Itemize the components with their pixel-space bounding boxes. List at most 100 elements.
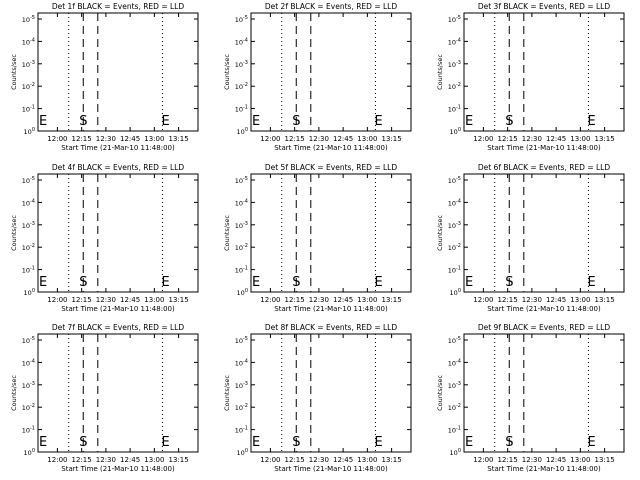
- x-tick-label: 12:45: [120, 296, 140, 304]
- y-tick-label: 10-4: [235, 358, 248, 367]
- marker-end-label: E: [587, 275, 595, 290]
- panel-title: Det 9f BLACK = Events, RED = LLD: [478, 323, 611, 332]
- x-tick-label: 12:00: [473, 296, 493, 304]
- chart-panel-det-5: Det 5f BLACK = Events, RED = LLD E S E 100 10…: [223, 163, 412, 313]
- y-tick-label: 10-1: [235, 426, 248, 435]
- marker-end-label: E: [161, 114, 169, 129]
- plot-frame: [250, 12, 412, 132]
- x-tick-label: 13:15: [382, 296, 402, 304]
- y-axis-label: Counts/sec: [10, 215, 18, 251]
- y-tick-label: 100: [237, 127, 248, 136]
- marker-start-label: S: [79, 114, 87, 129]
- y-tick-label: 10-2: [235, 403, 248, 412]
- x-tick-label: 12:45: [333, 135, 353, 143]
- panel-title: Det 1f BLACK = Events, RED = LLD: [52, 2, 185, 11]
- chart-panel-det-1: Det 1f BLACK = Events, RED = LLD E S E 100 10…: [10, 2, 199, 152]
- y-tick-label: 10-1: [22, 426, 35, 435]
- x-tick-label: 12:30: [96, 456, 116, 464]
- marker-end-label: E: [161, 435, 169, 450]
- y-tick-label: 10-3: [235, 381, 248, 390]
- x-tick-label: 13:15: [382, 135, 402, 143]
- x-tick-label: 12:30: [522, 135, 542, 143]
- marker-end-label: E: [374, 275, 382, 290]
- x-tick-label: 12:30: [96, 296, 116, 304]
- x-tick-label: 12:15: [285, 456, 305, 464]
- y-tick-label: 10-4: [448, 198, 461, 207]
- chart-panel-det-4: Det 4f BLACK = Events, RED = LLD E S E 100 10…: [10, 163, 199, 313]
- x-tick-label: 12:15: [498, 296, 518, 304]
- x-tick-label: 12:15: [498, 456, 518, 464]
- x-tick-label: 12:00: [47, 296, 67, 304]
- y-tick-label: 10-3: [22, 221, 35, 230]
- y-tick-label: 10-3: [235, 60, 248, 69]
- y-tick-label: 10-1: [235, 266, 248, 275]
- plot-frame: [37, 12, 199, 132]
- y-tick-label: 10-4: [448, 37, 461, 46]
- y-tick-label: 10-2: [22, 403, 35, 412]
- panel-title: Det 6f BLACK = Events, RED = LLD: [478, 163, 611, 172]
- x-tick-label: 13:00: [144, 135, 164, 143]
- y-tick-label: 100: [450, 127, 461, 136]
- x-tick-label: 12:15: [285, 135, 305, 143]
- y-tick-label: 10-5: [448, 336, 461, 345]
- marker-end-label: E: [465, 275, 473, 290]
- x-axis-label: Start Time (21-Mar-10 11:48:00): [487, 305, 601, 313]
- y-tick-label: 10-4: [22, 198, 35, 207]
- marker-end-label: E: [465, 114, 473, 129]
- x-tick-label: 12:00: [260, 456, 280, 464]
- x-tick-label: 13:15: [382, 456, 402, 464]
- panel-title: Det 7f BLACK = Events, RED = LLD: [52, 323, 185, 332]
- y-tick-label: 100: [237, 448, 248, 457]
- marker-start-label: S: [505, 275, 513, 290]
- marker-end-label: E: [161, 275, 169, 290]
- y-tick-label: 10-1: [22, 105, 35, 114]
- x-tick-label: 13:15: [169, 135, 189, 143]
- x-tick-label: 12:30: [309, 135, 329, 143]
- marker-end-label: E: [374, 435, 382, 450]
- x-axis-label: Start Time (21-Mar-10 11:48:00): [487, 465, 601, 473]
- marker-end-label: E: [39, 435, 47, 450]
- x-tick-label: 12:00: [47, 135, 67, 143]
- chart-panel-det-3: Det 3f BLACK = Events, RED = LLD E S E 100 10…: [436, 2, 625, 152]
- x-tick-label: 12:15: [72, 135, 92, 143]
- y-tick-label: 100: [24, 288, 35, 297]
- panel-title: Det 2f BLACK = Events, RED = LLD: [265, 2, 398, 11]
- marker-start-label: S: [292, 435, 300, 450]
- y-tick-label: 10-2: [448, 82, 461, 91]
- y-tick-label: 10-5: [448, 15, 461, 24]
- y-axis-label: Counts/sec: [223, 215, 231, 251]
- y-tick-label: 10-2: [235, 243, 248, 252]
- y-tick-label: 10-3: [22, 60, 35, 69]
- panel-title: Det 8f BLACK = Events, RED = LLD: [265, 323, 398, 332]
- x-tick-label: 12:45: [546, 135, 566, 143]
- x-tick-label: 12:45: [546, 296, 566, 304]
- y-axis-label: Counts/sec: [436, 54, 444, 90]
- x-tick-label: 13:15: [595, 135, 615, 143]
- x-axis-label: Start Time (21-Mar-10 11:48:00): [61, 305, 175, 313]
- x-tick-label: 12:45: [546, 456, 566, 464]
- chart-panel-det-6: Det 6f BLACK = Events, RED = LLD E S E 100 10…: [436, 163, 625, 313]
- x-tick-label: 12:30: [309, 456, 329, 464]
- x-tick-label: 12:30: [309, 296, 329, 304]
- marker-end-label: E: [39, 275, 47, 290]
- x-tick-label: 12:00: [473, 456, 493, 464]
- plot-frame: [463, 12, 625, 132]
- y-tick-label: 10-5: [235, 176, 248, 185]
- y-tick-label: 10-3: [448, 60, 461, 69]
- x-tick-label: 13:00: [144, 296, 164, 304]
- chart-panel-det-2: Det 2f BLACK = Events, RED = LLD E S E 100 10…: [223, 2, 412, 152]
- y-tick-label: 10-2: [235, 82, 248, 91]
- marker-end-label: E: [252, 114, 260, 129]
- plot-frame: [463, 173, 625, 293]
- y-axis-label: Counts/sec: [436, 215, 444, 251]
- y-tick-label: 10-4: [22, 358, 35, 367]
- x-axis-label: Start Time (21-Mar-10 11:48:00): [274, 305, 388, 313]
- chart-panel-det-8: Det 8f BLACK = Events, RED = LLD E S E 100 10…: [223, 323, 412, 473]
- y-tick-label: 100: [450, 448, 461, 457]
- marker-start-label: S: [292, 275, 300, 290]
- y-tick-label: 10-2: [22, 82, 35, 91]
- x-tick-label: 12:45: [333, 296, 353, 304]
- marker-end-label: E: [465, 435, 473, 450]
- y-tick-label: 10-2: [448, 403, 461, 412]
- x-tick-label: 12:00: [473, 135, 493, 143]
